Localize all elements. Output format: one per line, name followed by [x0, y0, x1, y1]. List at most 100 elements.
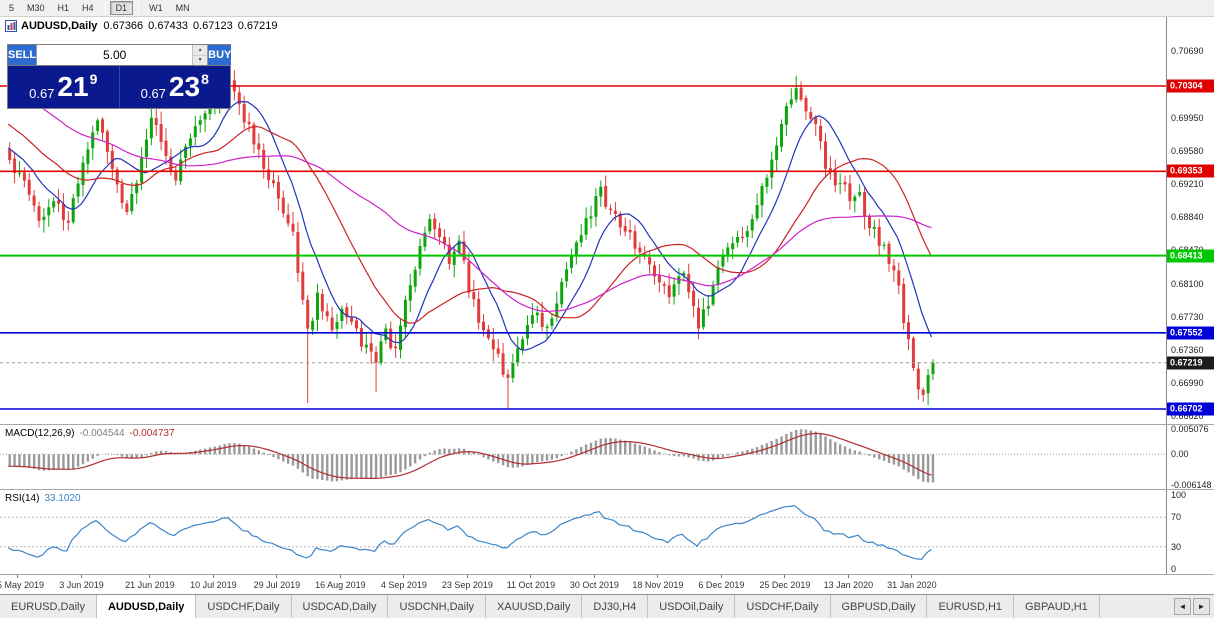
chart-tab-eurusd-h1[interactable]: EURUSD,H1 [927, 595, 1015, 618]
volume-increase-button[interactable]: ▲ [193, 45, 208, 56]
price-scale-label: 0.66990 [1171, 378, 1204, 389]
price-chart-canvas[interactable] [0, 18, 1166, 424]
price-level-tag[interactable]: 0.66702 [1167, 402, 1214, 416]
chart-tab-usdoil-daily[interactable]: USDOil,Daily [648, 595, 736, 618]
volume-spinner: ▲ ▼ [192, 45, 208, 65]
chart-tab-usdchf-daily[interactable]: USDCHF,Daily [196, 595, 292, 618]
date-label: 16 Aug 2019 [315, 580, 366, 590]
date-label: 13 Jan 2020 [823, 580, 874, 590]
macd-scale-label: -0.006148 [1171, 480, 1212, 490]
rsi-name: RSI(14) [5, 493, 40, 504]
timeframe-button-h4[interactable]: H4 [82, 3, 94, 13]
chart-area[interactable]: AUDUSD,Daily 0.67366 0.67433 0.67123 0.6… [0, 17, 1214, 594]
date-label: 21 Jun 2019 [125, 580, 175, 590]
date-tick [657, 575, 659, 578]
trade-prices-row: 0.67 21 9 0.67 23 8 [8, 66, 230, 108]
date-tick [276, 575, 278, 578]
tabs-scroll-right-button[interactable]: ► [1193, 598, 1210, 615]
pane-separator [0, 574, 1214, 575]
price-scale-label: 0.67360 [1171, 345, 1204, 356]
macd-indicator-label: MACD(12,26,9) -0.004544 -0.004737 [5, 428, 175, 439]
date-axis[interactable]: 15 May 2019 3 Jun 2019 21 Jun 2019 10 Jul 2… [0, 575, 1214, 594]
buy-price-big-digits: 23 [168, 71, 201, 102]
price-scale-label: 0.68840 [1171, 212, 1204, 223]
date-tick [212, 575, 214, 578]
date-tick [17, 575, 19, 578]
date-tick [784, 575, 786, 578]
macd-indicator-canvas[interactable] [0, 425, 1166, 489]
chart-tab-usdcad-daily[interactable]: USDCAD,Daily [291, 595, 389, 618]
bar-high-value: 0.67433 [148, 20, 188, 32]
sell-button[interactable]: SELL [8, 45, 37, 65]
toolbar-separator [138, 2, 140, 14]
price-scale-label: 0.67730 [1171, 311, 1204, 322]
date-label: 6 Dec 2019 [698, 580, 745, 590]
price-scale-label: 0.69950 [1171, 112, 1204, 123]
timeframe-button-mn[interactable]: MN [175, 3, 190, 13]
date-tick [593, 575, 595, 578]
price-level-tag[interactable]: 0.69353 [1167, 164, 1214, 178]
chart-icon [5, 20, 17, 32]
toolbar-separator [104, 2, 106, 14]
buy-button[interactable]: BUY [208, 45, 232, 65]
price-scale-label: 0.69580 [1171, 145, 1204, 156]
price-scale-label: 0.69210 [1171, 179, 1204, 190]
rsi-value: 33.1020 [44, 493, 81, 504]
date-tick [80, 575, 82, 578]
chart-tab-xauusd-daily[interactable]: XAUUSD,Daily [486, 595, 583, 618]
date-label: 30 Oct 2019 [569, 580, 619, 590]
pane-separator[interactable] [0, 489, 1214, 490]
one-click-trading-panel: SELL ▲ ▼ BUY 0.67 21 9 0.67 [7, 44, 232, 109]
chart-symbol-period: AUDUSD,Daily [21, 20, 98, 32]
sell-price-display[interactable]: 0.67 21 9 [8, 66, 119, 108]
rsi-indicator-label: RSI(14) 33.1020 [5, 493, 81, 504]
buy-price-display[interactable]: 0.67 23 8 [120, 66, 231, 108]
date-label: 10 Jul 2019 [190, 580, 237, 590]
timeframe-button-w1[interactable]: W1 [149, 3, 163, 13]
timeframe-button-d1[interactable]: D1 [109, 1, 134, 15]
price-level-tag[interactable]: 0.70304 [1167, 79, 1214, 93]
rsi-indicator-canvas[interactable] [0, 490, 1166, 574]
price-axis[interactable]: 0.706900.703200.699500.695800.692100.688… [1166, 17, 1214, 574]
chart-tab-gbpaud-h1[interactable]: GBPAUD,H1 [1014, 595, 1100, 618]
price-level-tag[interactable]: 0.68413 [1167, 249, 1214, 263]
rsi-scale-label: 70 [1171, 512, 1182, 523]
chart-tab-usdcnh-daily[interactable]: USDCNH,Daily [388, 595, 487, 618]
date-label: 25 Dec 2019 [759, 580, 811, 590]
volume-control: ▲ ▼ [36, 45, 209, 65]
chart-tab-dj30-h4[interactable]: DJ30,H4 [582, 595, 649, 618]
rsi-scale-label: 0 [1171, 564, 1177, 574]
chart-tab-gbpusd-daily[interactable]: GBPUSD,Daily [830, 595, 928, 618]
date-tick [339, 575, 341, 578]
bar-close-value: 0.67219 [237, 20, 278, 32]
chart-tab-eurusd-daily[interactable]: EURUSD,Daily [0, 595, 97, 618]
sell-price-pip-digit: 9 [89, 71, 98, 87]
timeframe-button-5[interactable]: 5 [9, 3, 15, 13]
tab-scroll-controls: ◄ ► [1170, 595, 1214, 618]
buy-price-prefix: 0.67 [140, 86, 166, 101]
bar-low-value: 0.67123 [192, 20, 233, 32]
timeframe-button-m30[interactable]: M30 [27, 3, 45, 13]
pane-separator[interactable] [0, 424, 1214, 425]
price-level-tag[interactable]: 0.67552 [1167, 326, 1214, 340]
price-divider [118, 66, 120, 108]
price-scale-label: 0.68100 [1171, 278, 1204, 289]
timeframe-toolbar: 5 M30 H1 H4 D1 W1 MN [0, 0, 1214, 17]
chart-tab-audusd-daily[interactable]: AUDUSD,Daily [96, 595, 197, 618]
date-label: 15 May 2019 [0, 580, 44, 590]
chart-tab-usdchf-daily[interactable]: USDCHF,Daily [735, 595, 831, 618]
volume-decrease-button[interactable]: ▼ [193, 55, 208, 65]
tabs-scroll-left-button[interactable]: ◄ [1174, 598, 1191, 615]
macd-scale-label: 0.005076 [1171, 424, 1209, 434]
date-label: 23 Sep 2019 [441, 580, 493, 590]
sell-price-big-digits: 21 [57, 71, 89, 102]
timeframe-button-h1[interactable]: H1 [57, 3, 70, 13]
chart-tab-bar: EURUSD,Daily AUDUSD,Daily USDCHF,Daily USDC… [0, 594, 1214, 618]
price-scale-label: 0.66620 [1171, 411, 1204, 422]
volume-input[interactable] [37, 45, 193, 65]
date-tick [466, 575, 468, 578]
rsi-scale-label: 30 [1171, 541, 1182, 552]
price-level-tag[interactable]: 0.67219 [1167, 356, 1214, 370]
date-tick [149, 575, 151, 578]
